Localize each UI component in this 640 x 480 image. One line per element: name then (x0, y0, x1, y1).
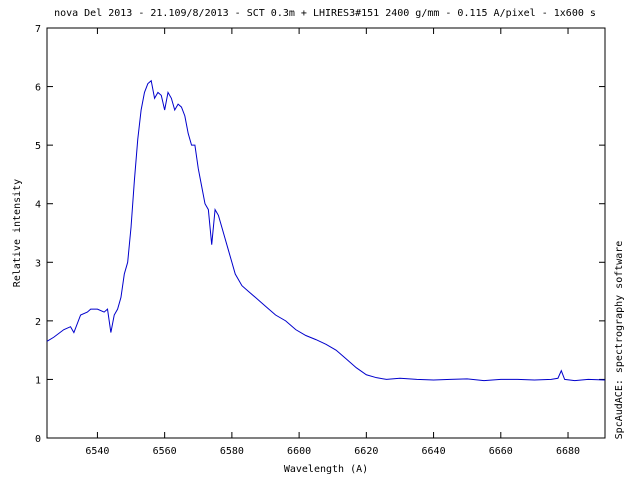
y-tick-label: 6 (35, 83, 41, 94)
x-tick-label: 6580 (220, 446, 244, 457)
spectrum-line (46, 79, 606, 382)
y-axis-label: Relative intensity (12, 179, 23, 287)
y-tick-label: 5 (35, 141, 41, 152)
plot-frame (46, 27, 606, 439)
chart-title: nova Del 2013 - 21.109/8/2013 - SCT 0.3m… (54, 8, 596, 19)
y-tick-label: 2 (35, 317, 41, 328)
x-tick-label: 6620 (354, 446, 378, 457)
y-tick-label: 3 (35, 258, 41, 269)
x-tick-label: 6640 (422, 446, 446, 457)
x-tick-label: 6660 (489, 446, 513, 457)
x-axis-label: Wavelength (A) (284, 464, 368, 475)
y-tick-label: 0 (35, 434, 41, 445)
y-tick-label: 7 (35, 24, 41, 35)
x-tick-label: 6540 (85, 446, 109, 457)
y-tick-label: 4 (35, 200, 41, 211)
x-tick-label: 6560 (153, 446, 177, 457)
x-tick-label: 6600 (287, 446, 311, 457)
annotation: SpcAudACE: spectrography software (614, 241, 625, 440)
y-tick-label: 1 (35, 375, 41, 386)
x-tick-label: 6680 (556, 446, 580, 457)
